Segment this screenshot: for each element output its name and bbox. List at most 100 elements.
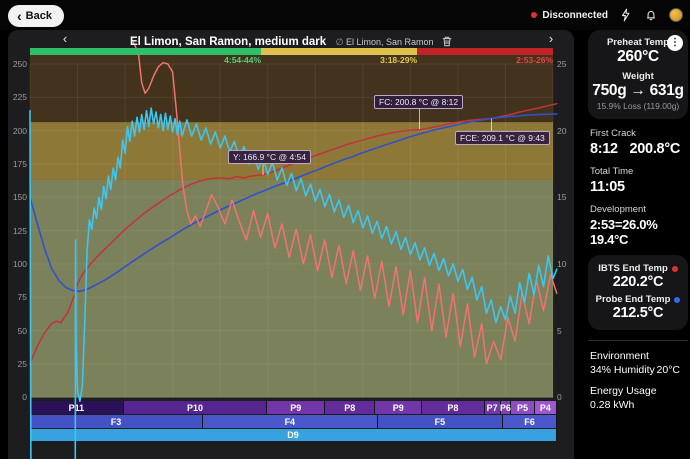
roast-stats-sidebar: Preheat Temp 260°C ⋮ Weight 750g → 631g … bbox=[580, 30, 690, 459]
preheat-value: 260°C bbox=[617, 48, 659, 65]
development-value: 2:53=26.0% 19.4°C bbox=[590, 217, 658, 247]
probe-temp-curve bbox=[29, 113, 558, 293]
total-time-value: 11:05 bbox=[590, 179, 625, 195]
avatar[interactable] bbox=[669, 8, 683, 22]
development-section: Development 2:53=26.0% 19.4°C bbox=[590, 204, 688, 247]
probe-end-label: Probe End Temp bbox=[595, 294, 671, 305]
ror-axis-tick-0: 0 bbox=[557, 392, 562, 403]
total-time-label: Total Time bbox=[590, 166, 634, 177]
ibts-end-label: IBTS End Temp bbox=[598, 263, 668, 274]
ibts-ror-curve bbox=[29, 109, 32, 459]
weight-label: Weight bbox=[622, 71, 654, 82]
total-time-section: Total Time 11:05 bbox=[590, 166, 688, 195]
phase-label-1: 3:18-29% bbox=[380, 55, 417, 65]
y-axis-tick-125: 125 bbox=[12, 225, 27, 236]
end-temps-card: IBTS End Temp 220.2°C Probe End Temp 212… bbox=[588, 255, 688, 330]
y-axis-tick-225: 225 bbox=[12, 92, 27, 103]
first-crack-temp: 200.8°C bbox=[629, 141, 681, 157]
band-power-P9: P9 bbox=[375, 401, 423, 414]
preheat-weight-card: Preheat Temp 260°C ⋮ Weight 750g → 631g … bbox=[588, 30, 688, 119]
sidebar-divider bbox=[588, 340, 688, 341]
energy-label: Energy Usage bbox=[590, 385, 657, 397]
probe-dot-icon bbox=[674, 296, 681, 303]
phase-label-2: 2:53-26% bbox=[516, 55, 553, 65]
y-axis-tick-75: 75 bbox=[17, 292, 27, 303]
ibts-dot-icon bbox=[671, 265, 678, 272]
ror-axis-tick-10: 10 bbox=[557, 258, 567, 269]
topbar-actions: Disconnected bbox=[531, 0, 683, 30]
environment-section: Environment 34% Humidity 20°C bbox=[590, 350, 688, 376]
ibts-end-value: 220.2°C bbox=[612, 274, 664, 290]
y-axis-tick-150: 150 bbox=[12, 192, 27, 203]
roast-title: El Limon, San Ramon, medium dark bbox=[130, 36, 327, 48]
band-power-P4: P4 bbox=[534, 401, 557, 414]
first-crack-section: First Crack 8:12 200.8°C bbox=[590, 128, 688, 157]
connection-status: Disconnected bbox=[531, 10, 608, 21]
probe-ror-curve bbox=[132, 41, 558, 365]
band-fan-F5: F5 bbox=[377, 415, 504, 428]
energy-section: Energy Usage 0.28 kWh bbox=[590, 385, 688, 411]
probe-end-value: 212.5°C bbox=[612, 305, 664, 321]
band-power-P7: P7 bbox=[484, 401, 501, 414]
y-axis-tick-50: 50 bbox=[17, 325, 27, 336]
band-drum-D9: D9 bbox=[30, 429, 557, 441]
zone-2 bbox=[30, 179, 553, 398]
band-power-P5: P5 bbox=[511, 401, 535, 414]
bean-link[interactable]: ∅ El Limon, San Ramon bbox=[335, 37, 434, 47]
prev-roast-chevron-icon[interactable]: ‹ bbox=[62, 31, 68, 46]
ror-axis-tick-5: 5 bbox=[557, 325, 562, 336]
phase-segment-0 bbox=[30, 48, 262, 55]
band-power-P6: P6 bbox=[499, 401, 512, 414]
zone-0 bbox=[30, 54, 553, 123]
back-button[interactable]: ‹ Back bbox=[8, 5, 64, 27]
kebab-menu-icon[interactable]: ⋮ bbox=[667, 35, 683, 51]
band-power-P9: P9 bbox=[267, 401, 326, 414]
phase-progress-bar bbox=[30, 48, 553, 55]
y-tooltip: Y: 166.9 °C @ 4:54 bbox=[228, 150, 311, 164]
top-bar: ‹ Back Disconnected bbox=[0, 0, 690, 30]
next-roast-chevron-icon[interactable]: › bbox=[548, 31, 554, 46]
band-fan-F6: F6 bbox=[503, 415, 557, 428]
bell-icon[interactable] bbox=[644, 8, 658, 22]
roast-chart-panel: ‹ El Limon, San Ramon, medium dark ∅ El … bbox=[8, 30, 574, 459]
band-fan-F3: F3 bbox=[30, 415, 204, 428]
phase-label-0: 4:54-44% bbox=[224, 55, 261, 65]
weight-value: 750g → 631g bbox=[592, 82, 684, 99]
fan-setting-band: F3 F4 F5 F6 bbox=[30, 415, 557, 428]
ror-axis-tick-15: 15 bbox=[557, 192, 567, 203]
y-axis-tick-250: 250 bbox=[12, 59, 27, 69]
ror-axis-tick-20: 20 bbox=[557, 125, 567, 136]
phase-segment-1 bbox=[261, 48, 417, 55]
first-crack-time: 8:12 bbox=[590, 141, 618, 157]
band-fan-F4: F4 bbox=[203, 415, 378, 428]
fc-tooltip: FC: 200.8 °C @ 8:12 bbox=[374, 95, 464, 109]
environment-label: Environment bbox=[590, 350, 649, 362]
bean-icon: ∅ bbox=[335, 37, 344, 47]
y-axis-tick-100: 100 bbox=[12, 258, 27, 269]
first-crack-label: First Crack bbox=[590, 128, 636, 139]
y-axis-tick-200: 200 bbox=[12, 125, 27, 136]
lightning-icon[interactable] bbox=[619, 8, 633, 22]
back-label: Back bbox=[25, 10, 52, 22]
preheat-label: Preheat Temp bbox=[606, 37, 670, 48]
weight-loss: 15.9% Loss (119.00g) bbox=[596, 101, 680, 111]
phase-segment-2 bbox=[417, 48, 553, 55]
y-axis-tick-0: 0 bbox=[22, 392, 27, 403]
y-axis-tick-175: 175 bbox=[12, 158, 27, 169]
chart-title-group: El Limon, San Ramon, medium dark ∅ El Li… bbox=[88, 32, 494, 50]
humidity-value: 34% Humidity bbox=[590, 364, 655, 376]
ror-axis-tick-25: 25 bbox=[557, 59, 567, 69]
band-power-P8: P8 bbox=[422, 401, 485, 414]
fce-tooltip: FCE: 209.1 °C @ 9:43 bbox=[455, 131, 550, 145]
development-label: Development bbox=[590, 204, 646, 215]
disconnected-dot-icon bbox=[531, 12, 538, 18]
trash-icon[interactable] bbox=[442, 36, 452, 47]
env-temp-value: 20°C bbox=[656, 364, 680, 376]
drum-setting-band: D9 bbox=[30, 429, 557, 441]
band-power-P8: P8 bbox=[325, 401, 376, 414]
band-power-P11: P11 bbox=[30, 401, 124, 414]
ibts-ror-curve bbox=[74, 107, 558, 459]
chart-header: ‹ El Limon, San Ramon, medium dark ∅ El … bbox=[8, 30, 574, 48]
energy-value: 0.28 kWh bbox=[590, 399, 635, 411]
chevron-left-icon: ‹ bbox=[17, 8, 22, 24]
